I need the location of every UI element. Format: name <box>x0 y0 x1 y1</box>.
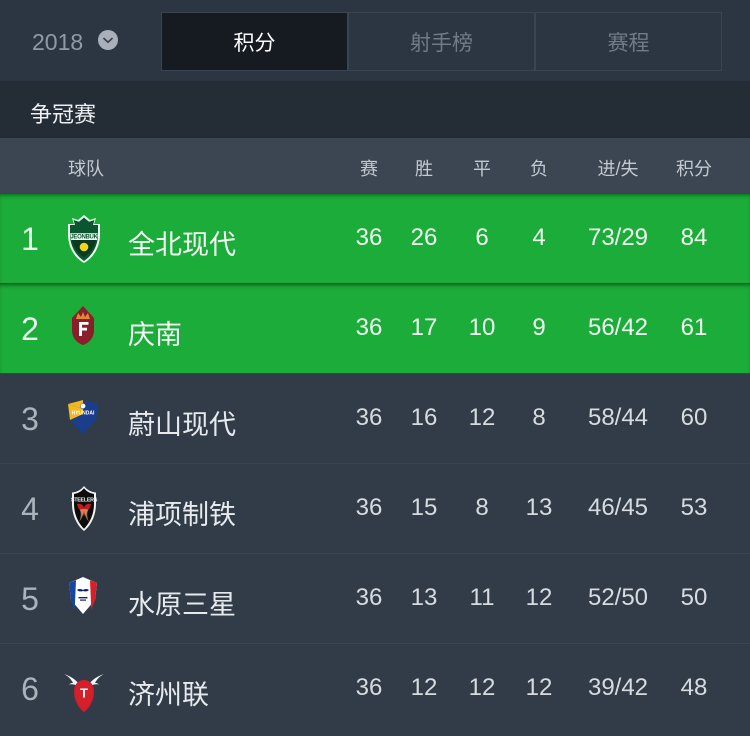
svg-text:HYUNDAI: HYUNDAI <box>72 411 95 417</box>
svg-text:T: T <box>80 686 88 701</box>
svg-text:STEELERS: STEELERS <box>71 498 98 504</box>
svg-text:JEONBUK: JEONBUK <box>70 235 98 241</box>
